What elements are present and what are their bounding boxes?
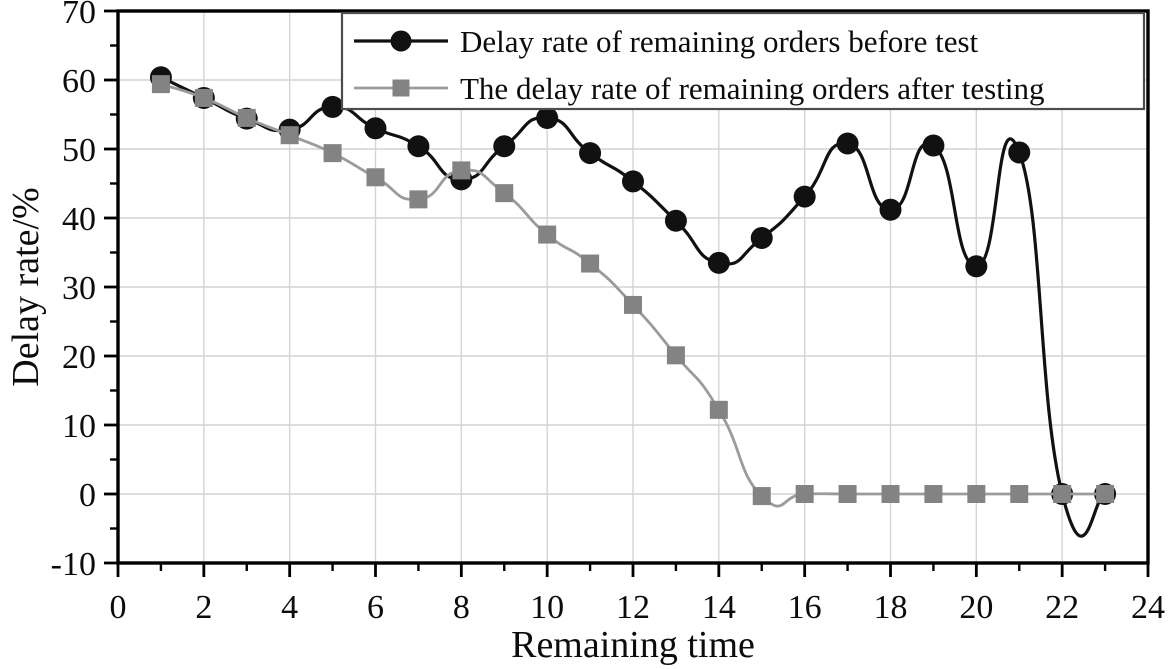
series-after-point [924, 485, 943, 503]
x-tick-label: 16 [788, 589, 822, 626]
series-before-point [364, 117, 387, 140]
x-tick-label: 2 [195, 589, 212, 626]
series-before-point [879, 198, 902, 221]
series-after-point [752, 487, 771, 506]
y-tick-label: 0 [79, 477, 96, 514]
series-before-point [1008, 141, 1031, 164]
legend-square-marker [392, 79, 410, 97]
series-before-point [407, 135, 430, 158]
x-tick-label: 18 [874, 589, 908, 626]
series-before-point [579, 142, 602, 165]
series-after-point [1053, 485, 1072, 503]
series-before-point [622, 170, 644, 193]
x-tick-label: 20 [959, 589, 993, 626]
x-tick-label: 0 [110, 589, 127, 626]
y-tick-label: 50 [62, 132, 96, 169]
series-after-point [194, 88, 213, 107]
series-after-point [151, 75, 170, 94]
series-after-point [838, 485, 857, 503]
series-after-point [1010, 485, 1029, 503]
series-after-point [881, 485, 900, 503]
y-tick-label: 30 [62, 270, 96, 307]
series-before-point [493, 135, 516, 158]
y-tick-label: 40 [62, 201, 96, 238]
series-after-point [581, 254, 600, 273]
series-before-point [836, 132, 859, 155]
series-after-point [280, 126, 299, 145]
series-before-point [536, 106, 559, 129]
series-before-point [750, 227, 773, 250]
y-tick-label: 60 [62, 63, 96, 100]
y-tick-label: 70 [62, 0, 96, 31]
y-tick-label: 10 [62, 408, 96, 445]
x-tick-label: 6 [367, 589, 384, 626]
series-after-point [452, 161, 471, 180]
y-axis-title: Delay rate/% [5, 187, 47, 386]
y-tick-label: 20 [62, 339, 96, 376]
x-tick-label: 14 [702, 589, 736, 626]
series-before-point [321, 95, 344, 118]
series-after-point [795, 485, 814, 503]
series-after-point [409, 190, 428, 209]
x-tick-label: 12 [616, 589, 650, 626]
series-after-point [495, 184, 514, 203]
x-tick-label: 22 [1045, 589, 1079, 626]
series-after-point [366, 168, 385, 187]
series-before-point [664, 209, 687, 232]
x-tick-label: 24 [1131, 589, 1165, 626]
legend-label-before: Delay rate of remaining orders before te… [460, 24, 979, 59]
series-after-point [323, 144, 342, 163]
series-before-point [707, 251, 730, 274]
series-after-point [709, 400, 728, 419]
x-tick-label: 10 [530, 589, 564, 626]
series-after-point [538, 225, 557, 244]
legend-circle-marker [390, 30, 412, 52]
series-after-point [1096, 485, 1115, 503]
series-after-point [237, 108, 256, 127]
series-after-point [967, 485, 986, 503]
x-tick-label: 4 [281, 589, 298, 626]
legend-box [340, 11, 1146, 111]
legend-label-after: The delay rate of remaining orders after… [460, 71, 1044, 106]
y-tick-label: -10 [51, 546, 96, 583]
series-before-point [793, 185, 816, 208]
series-after-point [666, 346, 685, 365]
x-tick-label: 8 [453, 589, 470, 626]
series-after-point [624, 295, 642, 314]
x-axis-title: Remaining time [511, 624, 755, 666]
series-before-point [965, 255, 988, 278]
series-before-point [922, 134, 945, 157]
